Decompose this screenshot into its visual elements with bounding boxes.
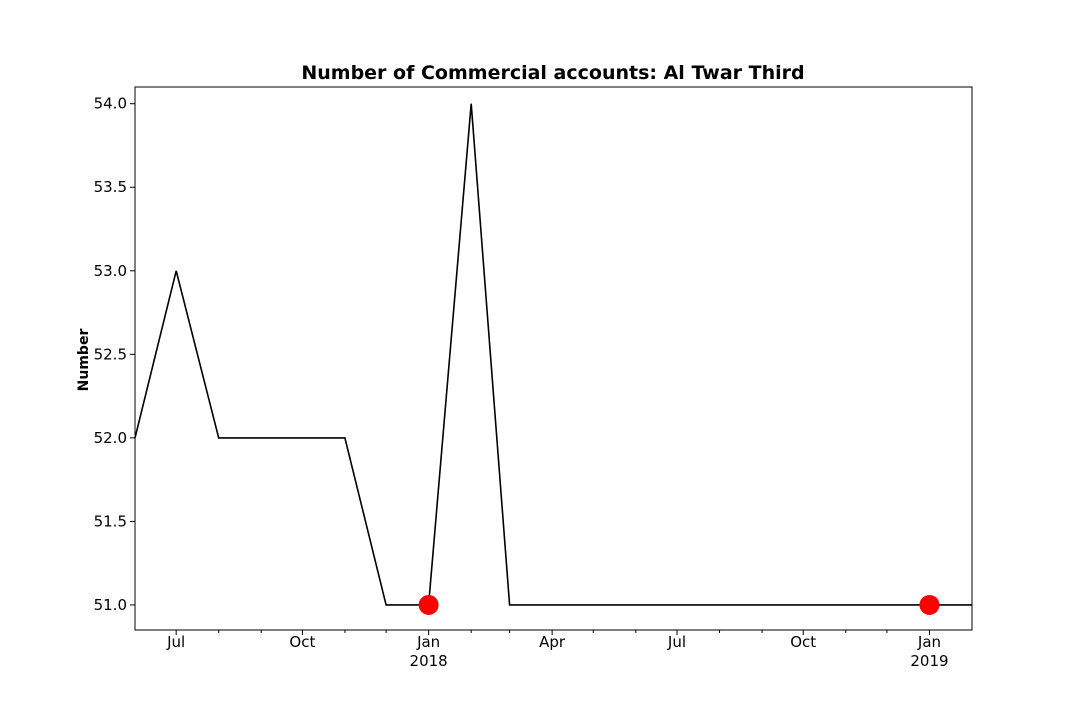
series-layer: [134, 103, 972, 606]
y-tick-label: 54.0: [94, 95, 127, 113]
y-tick-label: 53.0: [94, 262, 127, 280]
x-tick-label: Oct: [289, 633, 315, 651]
plot-area-frame: [134, 86, 973, 631]
series-line: [134, 103, 972, 606]
chart-title: Number of Commercial accounts: Al Twar T…: [301, 62, 804, 84]
y-tick-label: 52.5: [94, 345, 127, 363]
y-tick-label: 51.5: [94, 512, 127, 530]
markers-layer: [418, 594, 940, 615]
x-tick-year-label: 2018: [410, 652, 448, 670]
x-tick-label: Jul: [667, 633, 686, 651]
y-axis-label: Number: [76, 329, 92, 392]
x-tick-label: Apr: [539, 633, 566, 651]
x-tick-label: Jul: [166, 633, 185, 651]
x-tick-label: Oct: [790, 633, 816, 651]
x-tick-label: Jan: [416, 633, 440, 651]
x-tick-year-label: 2019: [910, 652, 948, 670]
y-tick-label: 53.5: [94, 178, 127, 196]
y-tick-label: 51.0: [94, 596, 127, 614]
highlight-point-marker: [418, 594, 439, 615]
highlight-point-marker: [919, 594, 940, 615]
x-tick-label: Jan: [917, 633, 941, 651]
y-tick-label: 52.0: [94, 429, 127, 447]
